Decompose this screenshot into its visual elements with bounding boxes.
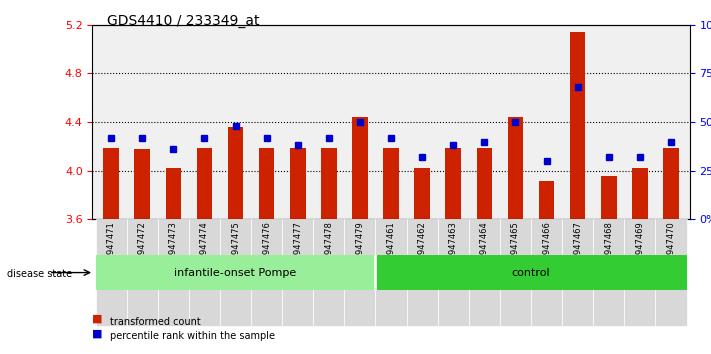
Bar bbox=[570, 32, 585, 219]
Text: GSM947461: GSM947461 bbox=[387, 221, 395, 272]
FancyBboxPatch shape bbox=[624, 219, 656, 326]
Bar bbox=[539, 181, 555, 219]
FancyBboxPatch shape bbox=[438, 219, 469, 326]
Bar bbox=[290, 148, 306, 219]
Text: GSM947462: GSM947462 bbox=[417, 221, 427, 272]
Text: GSM947466: GSM947466 bbox=[542, 221, 551, 272]
FancyBboxPatch shape bbox=[375, 255, 687, 290]
Text: GSM947469: GSM947469 bbox=[636, 221, 644, 272]
FancyBboxPatch shape bbox=[314, 219, 344, 326]
Text: GSM947465: GSM947465 bbox=[511, 221, 520, 272]
Text: GSM947475: GSM947475 bbox=[231, 221, 240, 272]
Bar bbox=[476, 148, 492, 219]
Bar bbox=[632, 169, 648, 219]
FancyBboxPatch shape bbox=[500, 219, 531, 326]
Bar bbox=[321, 148, 336, 219]
Bar bbox=[228, 127, 243, 219]
FancyBboxPatch shape bbox=[95, 219, 127, 326]
FancyBboxPatch shape bbox=[562, 219, 593, 326]
Text: GSM947477: GSM947477 bbox=[293, 221, 302, 272]
FancyBboxPatch shape bbox=[95, 255, 375, 290]
Text: ■: ■ bbox=[92, 328, 103, 338]
Text: GSM947464: GSM947464 bbox=[480, 221, 489, 272]
Text: ■: ■ bbox=[92, 314, 103, 324]
Text: percentile rank within the sample: percentile rank within the sample bbox=[110, 331, 275, 341]
Text: GSM947479: GSM947479 bbox=[356, 221, 365, 272]
Bar bbox=[508, 117, 523, 219]
FancyBboxPatch shape bbox=[531, 219, 562, 326]
FancyBboxPatch shape bbox=[282, 219, 314, 326]
FancyBboxPatch shape bbox=[158, 219, 189, 326]
Text: GSM947476: GSM947476 bbox=[262, 221, 271, 272]
FancyBboxPatch shape bbox=[375, 219, 407, 326]
Text: transformed count: transformed count bbox=[110, 317, 201, 327]
Text: GDS4410 / 233349_at: GDS4410 / 233349_at bbox=[107, 14, 259, 28]
FancyBboxPatch shape bbox=[189, 219, 220, 326]
Text: GSM947473: GSM947473 bbox=[169, 221, 178, 272]
Text: GSM947467: GSM947467 bbox=[573, 221, 582, 272]
FancyBboxPatch shape bbox=[220, 219, 251, 326]
FancyBboxPatch shape bbox=[656, 219, 687, 326]
Bar bbox=[259, 148, 274, 219]
Bar bbox=[601, 176, 616, 219]
Text: GSM947472: GSM947472 bbox=[138, 221, 146, 272]
FancyBboxPatch shape bbox=[344, 219, 375, 326]
Bar bbox=[663, 148, 679, 219]
Text: infantile-onset Pompe: infantile-onset Pompe bbox=[174, 268, 296, 278]
Text: GSM947463: GSM947463 bbox=[449, 221, 458, 272]
FancyBboxPatch shape bbox=[407, 219, 438, 326]
Bar bbox=[383, 148, 399, 219]
Bar bbox=[446, 148, 461, 219]
Text: disease state: disease state bbox=[7, 269, 73, 279]
FancyBboxPatch shape bbox=[593, 219, 624, 326]
Text: GSM947478: GSM947478 bbox=[324, 221, 333, 272]
Text: GSM947468: GSM947468 bbox=[604, 221, 614, 272]
FancyBboxPatch shape bbox=[469, 219, 500, 326]
Text: GSM947470: GSM947470 bbox=[666, 221, 675, 272]
Bar bbox=[352, 117, 368, 219]
Bar bbox=[166, 169, 181, 219]
Bar bbox=[197, 148, 212, 219]
Bar bbox=[103, 148, 119, 219]
Bar bbox=[415, 169, 430, 219]
FancyBboxPatch shape bbox=[127, 219, 158, 326]
Text: GSM947471: GSM947471 bbox=[107, 221, 116, 272]
FancyBboxPatch shape bbox=[251, 219, 282, 326]
Bar bbox=[134, 149, 150, 219]
Text: GSM947474: GSM947474 bbox=[200, 221, 209, 272]
Text: control: control bbox=[512, 268, 550, 278]
